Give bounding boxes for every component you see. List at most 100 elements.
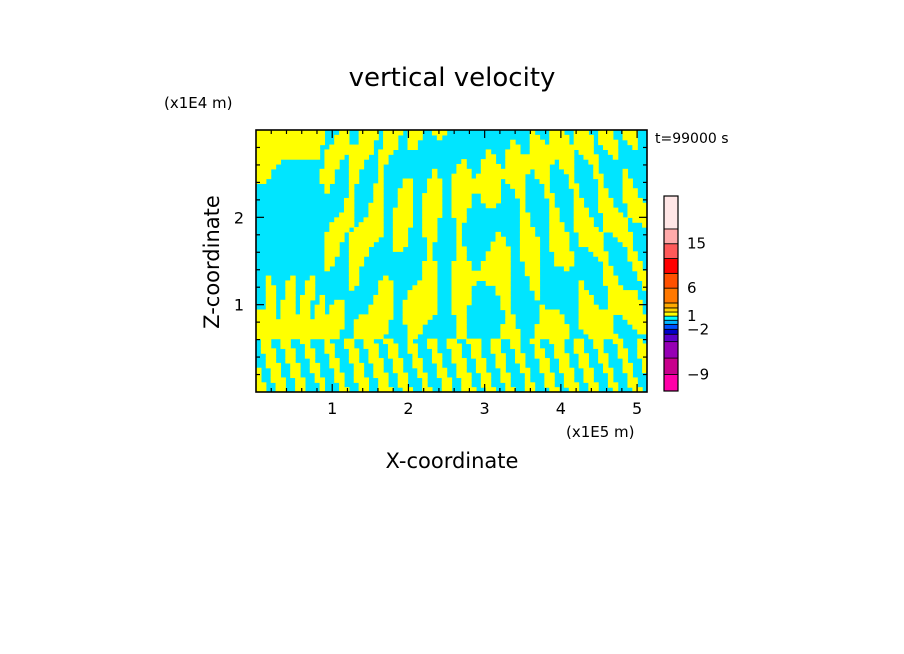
positive-velocity-cell	[348, 183, 355, 189]
positive-velocity-cell	[436, 367, 448, 374]
positive-velocity-cell	[603, 144, 619, 151]
positive-velocity-cell	[593, 173, 604, 180]
positive-velocity-cell	[529, 280, 541, 286]
positive-velocity-cell	[348, 358, 360, 364]
positive-velocity-cell	[324, 183, 330, 189]
positive-velocity-cell	[378, 387, 394, 392]
positive-velocity-cell	[260, 343, 272, 349]
positive-velocity-cell	[598, 348, 604, 354]
positive-velocity-cell	[422, 227, 438, 233]
positive-velocity-cell	[427, 251, 433, 257]
positive-velocity-cell	[285, 348, 296, 354]
positive-velocity-cell	[348, 251, 370, 257]
positive-velocity-cell	[373, 372, 389, 379]
positive-velocity-cell	[407, 294, 438, 301]
colorbar-bin	[663, 272, 679, 289]
positive-velocity-cell	[402, 178, 414, 184]
y-tick-label: 2	[234, 208, 244, 227]
positive-velocity-cell	[329, 222, 355, 228]
positive-velocity-cell	[378, 163, 384, 170]
positive-velocity-cell	[319, 299, 326, 306]
positive-velocity-cell	[603, 212, 624, 218]
positive-velocity-cell	[480, 372, 492, 379]
colorbar-bin	[663, 341, 679, 359]
positive-velocity-cell	[329, 358, 340, 364]
positive-velocity-cell	[348, 246, 370, 252]
positive-velocity-cell	[295, 382, 306, 388]
positive-velocity-cell	[554, 348, 565, 354]
positive-velocity-cell	[578, 309, 643, 315]
positive-velocity-cell	[573, 343, 585, 349]
positive-velocity-cell	[485, 149, 492, 155]
positive-velocity-cell	[358, 387, 370, 392]
colorbar-bin	[663, 328, 679, 335]
positive-velocity-cell	[358, 222, 384, 228]
positive-velocity-cell	[529, 149, 575, 155]
positive-velocity-cell	[475, 367, 487, 374]
positive-velocity-cell	[485, 251, 511, 257]
positive-velocity-cell	[446, 343, 462, 349]
positive-velocity-cell	[397, 372, 409, 379]
positive-velocity-cell	[549, 212, 560, 218]
positive-velocity-cell	[505, 319, 516, 325]
positive-velocity-cell	[519, 236, 541, 243]
positive-velocity-cell	[256, 139, 326, 146]
colorbar-bin	[663, 315, 679, 321]
positive-velocity-cell	[446, 338, 457, 345]
plot-frame	[255, 129, 648, 393]
positive-velocity-cell	[299, 299, 311, 306]
chart-title: vertical velocity	[349, 63, 556, 93]
positive-velocity-cell	[427, 188, 443, 194]
positive-velocity-cell	[515, 358, 526, 364]
positive-velocity-cell	[329, 309, 345, 315]
positive-velocity-cell	[451, 358, 467, 364]
positive-velocity-cell	[622, 241, 633, 248]
positive-velocity-cell	[451, 183, 501, 189]
positive-velocity-cell	[598, 130, 614, 136]
positive-velocity-cell	[505, 387, 516, 392]
positive-velocity-cell	[363, 343, 379, 349]
positive-velocity-cell	[304, 348, 316, 354]
positive-velocity-cell	[407, 290, 438, 296]
positive-velocity-cell	[348, 280, 360, 286]
positive-velocity-cell	[329, 362, 340, 369]
positive-velocity-cell	[309, 275, 316, 282]
y-tick-label: 1	[234, 296, 244, 315]
positive-velocity-cell	[451, 299, 472, 306]
positive-velocity-cell	[343, 207, 355, 214]
positive-velocity-cell	[304, 353, 316, 359]
positive-velocity-cell	[593, 168, 599, 175]
positive-velocity-cell	[378, 382, 389, 388]
colorbar-bin	[663, 243, 679, 259]
positive-velocity-cell	[500, 328, 521, 335]
positive-velocity-cell	[598, 353, 609, 359]
positive-velocity-cell	[622, 178, 633, 184]
positive-velocity-cell	[324, 251, 340, 257]
positive-velocity-cell	[417, 372, 428, 379]
positive-velocity-cell	[402, 309, 438, 315]
positive-velocity-cell	[265, 294, 277, 301]
positive-velocity-cell	[407, 144, 418, 151]
positive-velocity-cell	[603, 270, 614, 277]
positive-velocity-cell	[348, 168, 360, 175]
positive-velocity-cell	[524, 382, 536, 388]
positive-velocity-cell	[456, 246, 467, 252]
positive-velocity-cell	[598, 139, 619, 146]
positive-velocity-cell	[417, 367, 423, 374]
positive-velocity-cell	[407, 134, 423, 141]
positive-velocity-cell	[348, 159, 365, 165]
positive-velocity-cell	[505, 382, 511, 388]
positive-velocity-cell	[324, 159, 340, 165]
positive-velocity-cell	[397, 188, 413, 194]
positive-velocity-cell	[339, 212, 355, 218]
positive-velocity-cell	[451, 193, 472, 199]
positive-velocity-cell	[603, 265, 614, 272]
positive-velocity-cell	[324, 188, 330, 194]
positive-velocity-cell	[256, 149, 321, 155]
positive-velocity-cell	[353, 328, 389, 335]
positive-velocity-cell	[285, 290, 296, 296]
positive-velocity-cell	[524, 270, 541, 277]
positive-velocity-cell	[578, 314, 614, 320]
positive-velocity-cell	[358, 134, 379, 141]
positive-velocity-cell	[422, 197, 443, 204]
